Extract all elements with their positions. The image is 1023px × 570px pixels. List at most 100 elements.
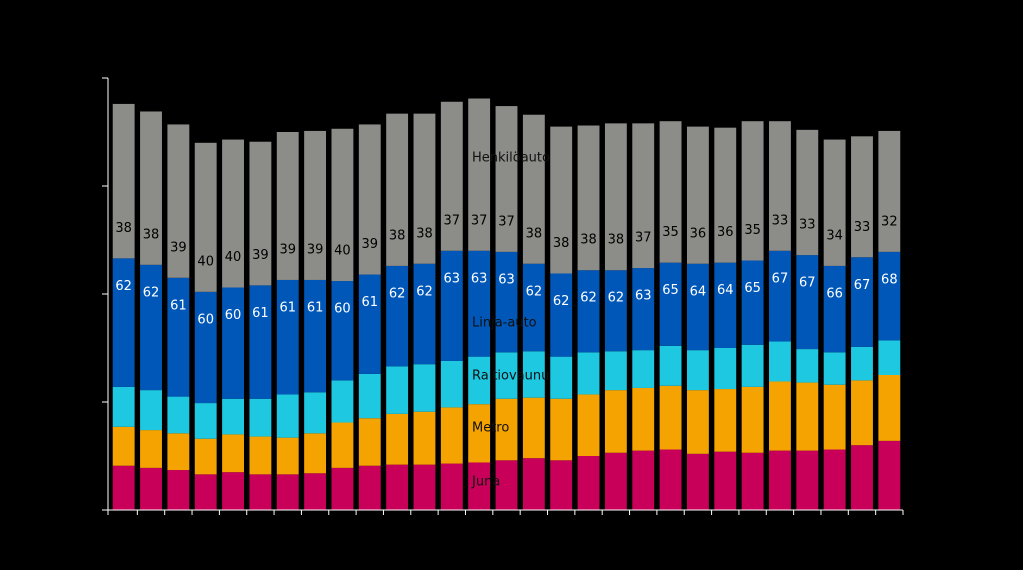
- series-label: Juna: [471, 475, 500, 490]
- bar-segment: [577, 352, 600, 395]
- bar-segment: [140, 111, 162, 265]
- bar-segment: [577, 394, 600, 456]
- bar-segment: [468, 462, 491, 510]
- bar-segment: [222, 472, 244, 510]
- bar-segment: [413, 364, 436, 412]
- car-share-label: 32: [881, 214, 898, 229]
- bar-segment: [495, 398, 518, 461]
- bar-segment: [714, 389, 737, 452]
- bar-segment: [194, 142, 217, 292]
- bar-segment: [386, 413, 409, 465]
- public-share-label: 62: [416, 284, 433, 299]
- bar-segment: [468, 98, 491, 251]
- series-label: Henkilöauto: [472, 151, 550, 166]
- car-share-label: 38: [143, 227, 160, 242]
- bar-segment: [413, 464, 436, 510]
- bar-segment: [276, 437, 299, 475]
- bar-segment: [194, 438, 217, 475]
- bar-segment: [440, 407, 463, 464]
- car-share-label: 37: [498, 214, 515, 229]
- public-share-label: 64: [690, 284, 707, 299]
- bar-segment: [386, 366, 409, 414]
- bar-segment: [796, 450, 819, 510]
- bar-segment: [823, 352, 846, 385]
- public-share-label: 63: [635, 289, 652, 304]
- bar-segment: [331, 128, 354, 282]
- bar-segment: [304, 392, 327, 434]
- bar-segment: [604, 351, 627, 391]
- bar-segment: [440, 463, 463, 510]
- bar-segment: [769, 341, 791, 382]
- car-share-label: 39: [362, 237, 379, 252]
- bar-segment: [604, 270, 627, 352]
- bar-segment: [878, 440, 901, 510]
- bar-segment: [112, 258, 135, 387]
- bar-segment: [604, 123, 627, 271]
- bar-segment: [714, 348, 737, 390]
- bar-segment: [522, 114, 545, 264]
- bar-segment: [686, 390, 709, 454]
- public-share-label: 62: [526, 284, 543, 299]
- bar-segment: [194, 291, 217, 404]
- bar-segment: [741, 386, 764, 453]
- bar-segment: [249, 474, 272, 510]
- bar-segment: [167, 433, 190, 471]
- bar-segment: [796, 255, 819, 350]
- bar-segment: [714, 262, 737, 348]
- car-share-label: 37: [444, 213, 461, 228]
- public-share-label: 61: [252, 306, 269, 321]
- car-share-label: 40: [225, 250, 242, 265]
- public-share-label: 66: [826, 286, 843, 301]
- bar-segment: [604, 390, 627, 453]
- bar-segment: [714, 127, 737, 263]
- bar-segment: [249, 398, 272, 437]
- car-share-label: 39: [170, 240, 187, 255]
- bar-segment: [769, 381, 791, 451]
- bar-segment: [331, 467, 354, 510]
- bar-segment: [686, 126, 709, 264]
- bar-segment: [522, 397, 545, 459]
- bar-segment: [550, 398, 573, 461]
- bar-segment: [659, 449, 682, 510]
- car-share-label: 37: [471, 213, 488, 228]
- bar-segment: [276, 279, 299, 395]
- bar-segment: [495, 251, 518, 353]
- bar-segment: [386, 113, 409, 266]
- series-label: Metro: [472, 421, 509, 436]
- public-share-label: 62: [389, 286, 406, 301]
- bar-segment: [632, 450, 655, 510]
- public-share-label: 67: [772, 271, 789, 286]
- bar-segment: [522, 351, 545, 398]
- car-share-label: 36: [690, 226, 707, 241]
- bar-segment: [769, 250, 791, 342]
- bar-segment: [823, 449, 846, 510]
- car-share-label: 33: [854, 220, 871, 235]
- public-share-label: 67: [799, 276, 816, 291]
- car-share-label: 40: [197, 254, 214, 269]
- bar-segment: [112, 386, 135, 427]
- bar-segment: [851, 257, 873, 347]
- car-share-label: 38: [608, 233, 625, 248]
- public-share-label: 62: [580, 291, 597, 306]
- car-share-label: 38: [553, 236, 570, 251]
- bar-segment: [632, 387, 655, 451]
- bar-segment: [796, 382, 819, 451]
- bar-segment: [440, 250, 463, 361]
- bar-segment: [413, 411, 436, 465]
- bar-segment: [413, 263, 436, 365]
- series-label: Raitiovaunu: [472, 369, 549, 384]
- bar-segment: [851, 346, 873, 381]
- public-share-label: 63: [498, 272, 515, 287]
- bar-segment: [112, 426, 135, 466]
- bar-segment: [194, 403, 217, 439]
- bar-segment: [550, 273, 573, 357]
- public-share-label: 61: [279, 300, 296, 315]
- bar-segment: [604, 452, 627, 510]
- public-share-label: 61: [307, 300, 324, 315]
- bar-segment: [550, 460, 573, 510]
- bar-segment: [276, 394, 299, 438]
- car-share-label: 36: [717, 225, 734, 240]
- public-share-label: 60: [334, 302, 351, 317]
- bar-segment: [769, 450, 791, 510]
- bar-segment: [112, 103, 135, 259]
